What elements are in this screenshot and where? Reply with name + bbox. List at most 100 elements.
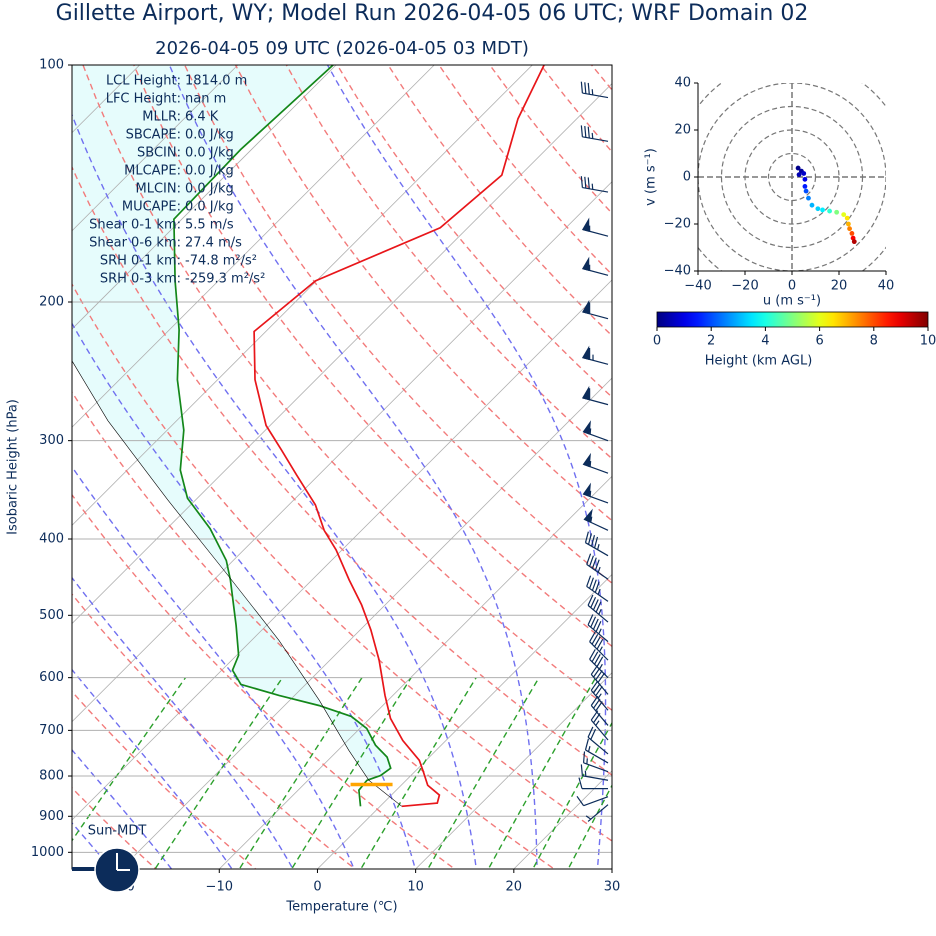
- index-value: 0.0 J/kg: [185, 200, 234, 215]
- wind-barb: [586, 575, 609, 602]
- barb-half: [591, 132, 594, 139]
- wind-barb: [583, 508, 609, 531]
- dry-adiabat: [72, 593, 357, 869]
- hodograph-point: [841, 212, 847, 218]
- index-label: Shear 0-1 km:: [89, 218, 181, 233]
- barb-full: [595, 670, 603, 681]
- colorbar-tick-label: 4: [761, 334, 769, 349]
- hodograph-grid: [698, 83, 886, 271]
- profile-line: [253, 65, 545, 808]
- barb-flag: [581, 256, 590, 271]
- barb-full: [593, 536, 599, 549]
- barb-full: [597, 672, 606, 683]
- barb-staff: [582, 775, 609, 781]
- index-label: LFC Height:: [106, 92, 181, 107]
- barb-full: [590, 728, 597, 740]
- wind-barb: [580, 81, 609, 99]
- barb-full: [589, 577, 594, 589]
- isotherm: [218, 475, 612, 869]
- x-tick-label: 20: [831, 279, 848, 294]
- hodograph-point: [846, 221, 851, 227]
- index-label: MLCAPE:: [124, 164, 181, 179]
- dry-adiabat: [82, 65, 612, 712]
- colorbar-label: Height (km AGL): [705, 354, 813, 369]
- surface-marker: [72, 867, 102, 871]
- barb-staff: [582, 92, 609, 99]
- index-label: MLLR:: [142, 110, 181, 125]
- index-value: 0.0 J/kg: [185, 164, 234, 179]
- barb-full: [592, 618, 599, 630]
- mixing-ratio-line: [427, 677, 540, 869]
- isotherm: [72, 82, 612, 625]
- wind-barb: [581, 385, 609, 406]
- barb-full: [590, 680, 599, 691]
- x-tick-label: 20: [506, 880, 523, 895]
- barb-staff: [590, 689, 609, 711]
- barb-full: [595, 701, 603, 712]
- x-axis-label: Temperature (℃): [285, 900, 397, 915]
- colorbar-tick-label: 8: [870, 334, 878, 349]
- barb-full: [590, 535, 596, 547]
- wind-barb: [590, 680, 609, 711]
- plot-frame: [71, 64, 613, 870]
- barb-half: [597, 566, 601, 573]
- dry-adiabat: [183, 65, 612, 585]
- y-tick-label: 300: [39, 433, 64, 448]
- hodograph-point: [802, 176, 808, 182]
- mixing-ratio-line: [487, 677, 597, 869]
- barb-flag: [582, 482, 591, 497]
- skewt-plot: 1002003004005006007008009001000−20−10010…: [6, 58, 621, 915]
- wind-barb: [582, 452, 609, 474]
- x-tick-label: −40: [684, 279, 711, 294]
- barb-full: [592, 599, 599, 611]
- index-value: 27.4 m/s: [185, 236, 242, 251]
- isotherm: [72, 279, 612, 821]
- barb-half: [585, 815, 592, 820]
- y-tick-label: 40: [674, 76, 691, 91]
- y-tick-label: 100: [39, 58, 64, 73]
- colorbar: 0 2 4 6 8 10 Height (km AGL): [653, 311, 936, 369]
- mixing-ratio-line: [567, 783, 612, 869]
- barb-full: [584, 738, 589, 751]
- hodograph-point: [847, 226, 852, 232]
- isotherm: [415, 672, 612, 869]
- y-axis-label: Isobaric Height (hPa): [6, 399, 21, 535]
- barb-full: [586, 575, 592, 587]
- x-tick-label: −20: [731, 279, 758, 294]
- barb-staff: [585, 749, 609, 764]
- wind-barb: [587, 594, 609, 623]
- hodograph-point: [806, 195, 811, 201]
- barb-half: [591, 89, 594, 95]
- isotherm: [72, 65, 435, 428]
- x-tick-label: −10: [206, 880, 233, 895]
- index-label: MLCIN:: [136, 182, 181, 197]
- barb-full: [593, 683, 601, 694]
- barb-staff: [582, 136, 609, 142]
- barb-half: [590, 516, 593, 523]
- barb-full: [589, 555, 594, 567]
- moist-adiabat: [168, 65, 538, 869]
- isotherm: [72, 181, 612, 723]
- barb-half: [598, 608, 602, 615]
- barb-full: [594, 559, 600, 571]
- barb-full: [576, 795, 585, 806]
- index-label: SRH 0-1 km:: [100, 254, 181, 269]
- wind-barb: [589, 649, 609, 679]
- colorbar-tick-label: 0: [653, 334, 661, 349]
- dry-adiabat: [72, 282, 612, 842]
- barb-flag: [581, 345, 590, 360]
- isotherm: [120, 377, 612, 869]
- colorbar-bar: [656, 311, 929, 328]
- barb-half: [597, 544, 600, 550]
- barb-staff: [587, 624, 609, 643]
- index-value: -74.8 m²/s²: [185, 254, 257, 269]
- barb-full: [587, 177, 590, 189]
- y-tick-label: −40: [664, 264, 691, 279]
- barb-staff: [587, 604, 609, 623]
- mixing-ratio-line: [360, 677, 477, 869]
- index-value: 1814.0 m: [185, 74, 247, 89]
- barb-full: [590, 695, 599, 706]
- barb-full: [591, 579, 597, 591]
- wind-barb: [582, 420, 609, 442]
